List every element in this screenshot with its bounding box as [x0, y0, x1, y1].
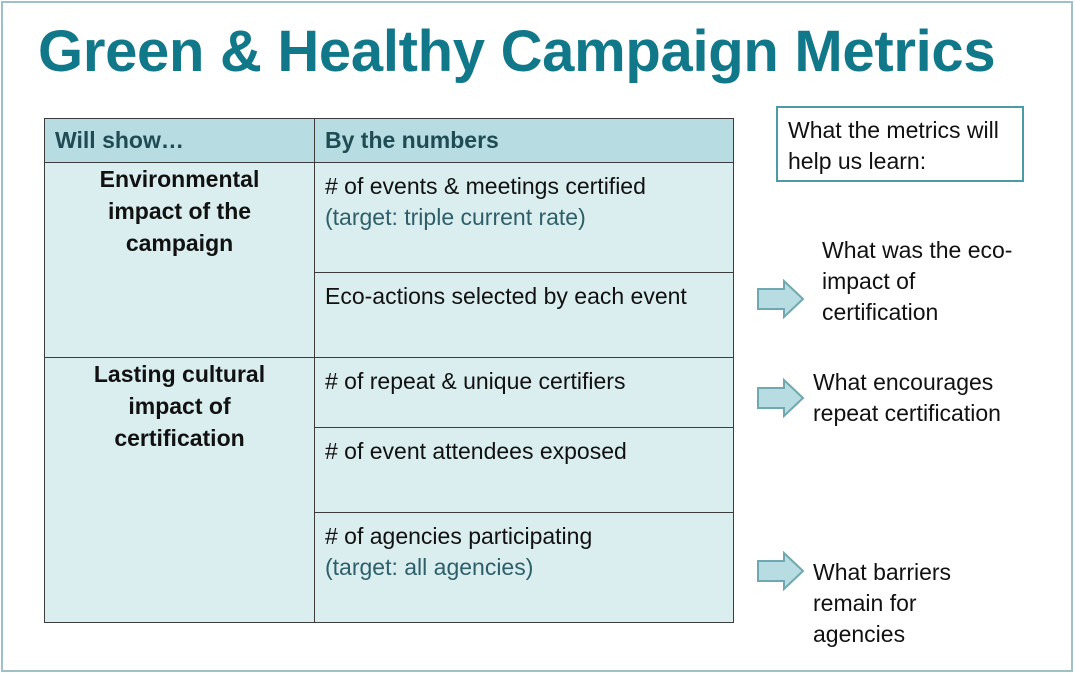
- table-row: Eco-actions selected by each event: [45, 272, 734, 358]
- learn-item-barriers: What barriers remain for agencies: [813, 559, 952, 647]
- metric-cell: # of events & meetings certified (target…: [314, 162, 734, 273]
- table-header-row: Will show… By the numbers: [44, 118, 734, 163]
- metric-cell: # of repeat & unique certifiers: [314, 357, 734, 428]
- metric-text: # of agencies participating: [325, 523, 593, 549]
- metric-text: Eco-actions selected by each event: [325, 283, 687, 309]
- metrics-table: Will show… By the numbers Environmental …: [44, 118, 734, 623]
- slide-title: Green & Healthy Campaign Metrics: [38, 19, 996, 84]
- header-by-the-numbers: By the numbers: [314, 118, 734, 163]
- header-will-show: Will show…: [44, 118, 315, 163]
- category-environmental: Environmental impact of the campaign: [44, 162, 315, 358]
- table-row: # of event attendees exposed: [45, 427, 734, 513]
- metric-text: # of event attendees exposed: [325, 438, 627, 464]
- metric-text: # of events & meetings certified: [325, 173, 646, 199]
- metric-target-note: (target: triple current rate): [325, 204, 586, 230]
- metric-target-note: (target: all agencies): [325, 554, 534, 580]
- right-arrow-icon: [757, 378, 805, 418]
- learn-heading-box: What the metrics will help us learn:: [776, 106, 1024, 182]
- learn-item-eco-impact: What was the eco-impact of certification: [822, 237, 1013, 325]
- learn-item-repeat-certification: What encourages repeat certification: [813, 369, 1001, 426]
- metric-cell: Eco-actions selected by each event: [314, 272, 734, 358]
- table-row: Lasting cultural impact of certification…: [44, 357, 734, 623]
- metric-cell: # of agencies participating (target: all…: [314, 512, 734, 623]
- table-row: Environmental impact of the campaign # o…: [44, 162, 734, 358]
- metric-text: # of repeat & unique certifiers: [325, 368, 626, 394]
- right-arrow-icon: [757, 551, 805, 591]
- category-cultural: Lasting cultural impact of certification: [44, 357, 315, 623]
- right-arrow-icon: [757, 279, 805, 319]
- metric-cell: # of event attendees exposed: [314, 427, 734, 513]
- table-row: # of agencies participating (target: all…: [45, 512, 734, 623]
